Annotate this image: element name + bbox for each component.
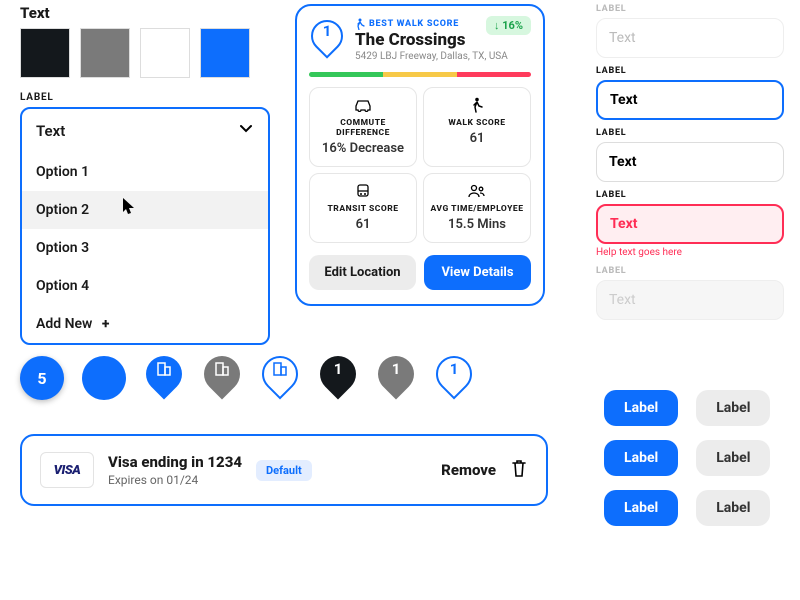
chip-primary-2[interactable]: Label bbox=[604, 440, 678, 476]
field-label: LABEL bbox=[596, 266, 784, 276]
dropdown-value: Text bbox=[36, 122, 65, 140]
chip-primary-1[interactable]: Label bbox=[604, 390, 678, 426]
stat-avgtime-label: AVG TIME/EMPLOYEE bbox=[428, 204, 526, 214]
pct-change-badge: ↓ 16% bbox=[486, 16, 531, 35]
swatch-dark[interactable] bbox=[20, 28, 70, 78]
field-ghost: LABEL Text bbox=[596, 4, 784, 58]
stat-transit-value: 61 bbox=[314, 217, 412, 232]
building-icon bbox=[213, 360, 231, 378]
map-pin-1-outline[interactable]: 1 bbox=[434, 354, 474, 402]
car-icon bbox=[353, 98, 373, 112]
view-details-button[interactable]: View Details bbox=[424, 255, 531, 290]
stat-walk: WALK SCORE 61 bbox=[423, 87, 531, 167]
field-label: LABEL bbox=[596, 190, 784, 200]
field-label: LABEL bbox=[596, 66, 784, 76]
stat-walk-label: WALK SCORE bbox=[428, 118, 526, 128]
chip-primary-3[interactable]: Label bbox=[604, 490, 678, 526]
swatch-grey[interactable] bbox=[80, 28, 130, 78]
location-address: 5429 LBJ Freeway, Dallas, TX, USA bbox=[355, 51, 531, 62]
walk-score-card: ↓ 16% 1 BEST WALK SCORE The Crossings 54… bbox=[295, 4, 545, 306]
map-pin-1-black-label: 1 bbox=[318, 360, 358, 378]
card-brand-logo: VISA bbox=[40, 452, 94, 488]
dropdown-open[interactable]: Text Option 1 Option 2 Option 3 Option 4… bbox=[20, 107, 270, 345]
stat-avg-time: AVG TIME/EMPLOYEE 15.5 Mins bbox=[423, 173, 531, 243]
map-pin-1-grey-label: 1 bbox=[376, 360, 416, 378]
map-pin-1-grey[interactable]: 1 bbox=[376, 354, 416, 402]
field-label: LABEL bbox=[596, 4, 784, 14]
dropdown-head[interactable]: Text bbox=[22, 109, 268, 153]
map-pin-building-outline[interactable] bbox=[260, 354, 300, 402]
map-pin-1-outline-label: 1 bbox=[434, 360, 474, 378]
swatch-blue[interactable] bbox=[200, 28, 250, 78]
map-pin-building-grey[interactable] bbox=[202, 354, 242, 402]
stat-commute-value: 16% Decrease bbox=[314, 141, 412, 156]
card-expires: Expires on 01/24 bbox=[108, 473, 242, 487]
location-pin: 1 bbox=[309, 18, 345, 60]
input-error[interactable]: Text bbox=[596, 204, 784, 244]
stat-transit: TRANSIT SCORE 61 bbox=[309, 173, 417, 243]
building-icon bbox=[271, 360, 289, 378]
people-icon bbox=[467, 184, 487, 198]
trash-icon[interactable] bbox=[510, 458, 528, 482]
dropdown-label: LABEL bbox=[20, 92, 270, 103]
badge-circle-5[interactable]: 5 bbox=[20, 356, 64, 400]
dropdown-option-1[interactable]: Option 1 bbox=[22, 153, 268, 191]
dropdown-option-2-label: Option 2 bbox=[36, 202, 89, 218]
input-ghost[interactable]: Text bbox=[596, 18, 784, 58]
input-normal[interactable]: Text bbox=[596, 142, 784, 182]
input-active[interactable]: Text bbox=[596, 80, 784, 120]
field-label: LABEL bbox=[596, 128, 784, 138]
location-pin-number: 1 bbox=[309, 22, 345, 40]
field-normal: LABEL Text bbox=[596, 128, 784, 182]
building-icon bbox=[155, 360, 173, 378]
map-pin-building-blue[interactable] bbox=[144, 354, 184, 402]
color-swatches bbox=[20, 28, 250, 78]
card-title: Visa ending in 1234 bbox=[108, 453, 242, 471]
payment-method-card: VISA Visa ending in 1234 Expires on 01/2… bbox=[20, 434, 548, 506]
cursor-icon bbox=[122, 197, 136, 219]
bus-icon bbox=[355, 183, 371, 199]
field-active: LABEL Text bbox=[596, 66, 784, 120]
walk-icon bbox=[355, 18, 365, 30]
chip-secondary-1[interactable]: Label bbox=[696, 390, 770, 426]
map-pin-1-black[interactable]: 1 bbox=[318, 354, 358, 402]
remove-button[interactable]: Remove bbox=[441, 461, 496, 479]
chevron-down-icon bbox=[238, 121, 254, 141]
field-help-error: Help text goes here bbox=[596, 247, 784, 258]
add-new-label: Add New bbox=[36, 316, 92, 332]
dropdown-option-2[interactable]: Option 2 bbox=[22, 191, 268, 229]
badge-circle-solid[interactable] bbox=[82, 356, 126, 400]
score-bar bbox=[309, 72, 531, 77]
stat-commute-label: COMMUTE DIFFERENCE bbox=[314, 118, 412, 138]
field-error: LABEL Text Help text goes here bbox=[596, 190, 784, 258]
dropdown-option-4[interactable]: Option 4 bbox=[22, 267, 268, 305]
stat-transit-label: TRANSIT SCORE bbox=[314, 204, 412, 214]
walk-person-icon bbox=[471, 97, 483, 113]
default-badge: Default bbox=[256, 460, 312, 481]
heading-text: Text bbox=[20, 4, 250, 22]
dropdown-option-3[interactable]: Option 3 bbox=[22, 229, 268, 267]
input-disabled: Text bbox=[596, 280, 784, 320]
edit-location-button[interactable]: Edit Location bbox=[309, 255, 416, 290]
stat-walk-value: 61 bbox=[428, 131, 526, 146]
chip-secondary-3[interactable]: Label bbox=[696, 490, 770, 526]
field-disabled: LABEL Text bbox=[596, 266, 784, 320]
chip-secondary-2[interactable]: Label bbox=[696, 440, 770, 476]
stat-avgtime-value: 15.5 Mins bbox=[428, 217, 526, 232]
plus-icon: + bbox=[102, 316, 110, 332]
swatch-white[interactable] bbox=[140, 28, 190, 78]
best-walk-label: BEST WALK SCORE bbox=[369, 19, 459, 29]
dropdown-add-new[interactable]: Add New + bbox=[22, 305, 268, 343]
stat-commute: COMMUTE DIFFERENCE 16% Decrease bbox=[309, 87, 417, 167]
